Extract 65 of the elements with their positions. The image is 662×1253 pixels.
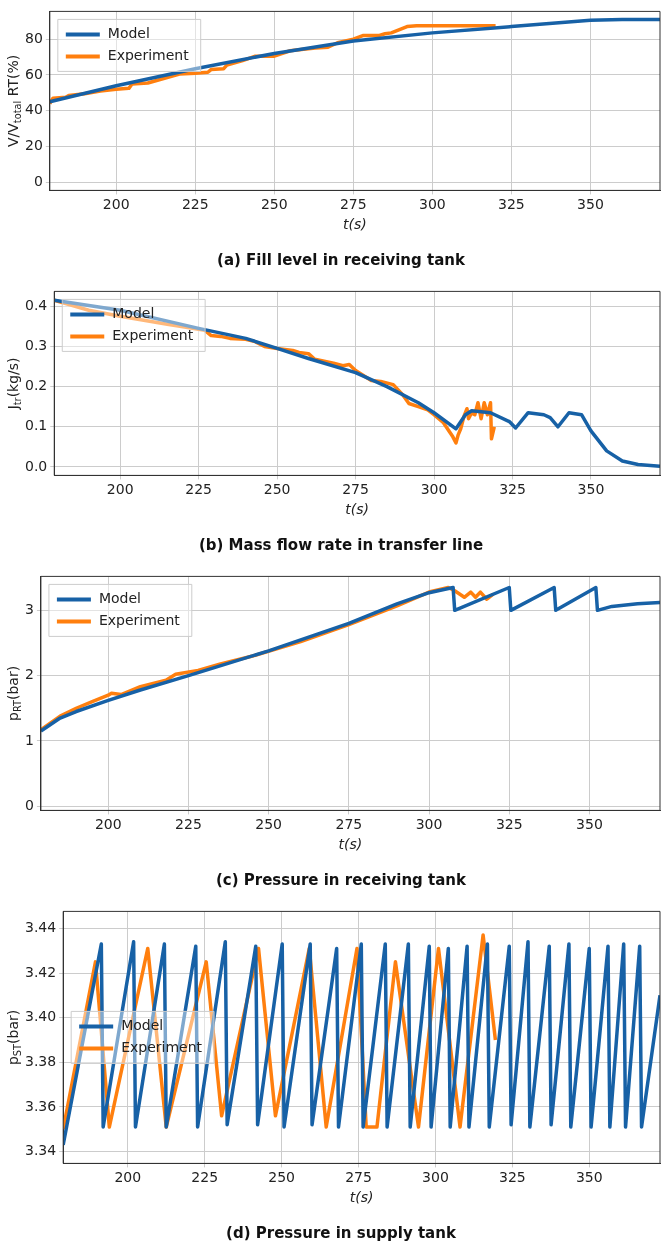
y-tick-label: 80 [24,29,43,46]
y-tick-label: 3.38 [25,1052,57,1069]
y-axis-title: pST(bar) [4,1009,23,1066]
y-tick-label: 3.34 [25,1142,57,1159]
x-tick-label: 225 [175,816,202,833]
x-tick-label: 300 [415,816,443,833]
x-tick-label: 250 [255,816,283,833]
y-tick-label: 40 [24,101,43,118]
y-axis-title: Jtr(kg/s) [4,357,23,411]
y-tick-label: 20 [24,137,43,154]
x-tick-label: 200 [106,481,134,498]
y-tick-label: 0.1 [25,417,48,434]
legend-label: Model [98,590,141,607]
x-axis-title: t(s) [345,501,369,518]
x-axis-title: t(s) [349,1189,374,1206]
legend-label: Experiment [112,327,194,344]
x-tick-label: 350 [577,481,605,498]
x-tick-label: 350 [575,1169,603,1186]
x-tick-label: 275 [335,816,363,833]
x-tick-label: 200 [102,196,130,213]
text: (c) Pressure in receiving tank [215,870,468,889]
y-tick-label: 3.42 [25,963,57,980]
x-tick-label: 200 [114,1169,142,1186]
y-tick-label: 0.3 [25,337,48,354]
x-tick-label: 275 [345,1169,372,1186]
y-axis-title: V/Vtotal RT(%) [4,54,23,148]
x-tick-label: 325 [495,816,523,833]
x-axis-title: t(s) [338,836,363,853]
y-tick-label: 0 [24,796,34,813]
y-tick-label: 3.44 [25,919,57,935]
y-tick-label: 3 [24,600,34,617]
x-tick-label: 350 [577,196,604,213]
y-axis-title: pRT(bar) [4,665,23,721]
x-tick-label: 200 [94,816,122,833]
legend-label: Model [107,25,150,42]
x-tick-label: 250 [260,196,288,213]
x-tick-label: 325 [498,1169,526,1186]
x-tick-label: 325 [498,196,525,213]
y-tick-label: 3.40 [25,1008,57,1025]
text: (a) Fill level in receiving tank [217,250,466,269]
x-tick-label: 225 [191,1169,219,1186]
x-tick-label: 300 [419,196,446,213]
text: (d) Pressure in supply tank [226,1223,457,1242]
legend-label: Experiment [107,47,190,64]
x-tick-label: 300 [422,1169,449,1186]
x-tick-label: 275 [339,196,367,213]
x-tick-label: 225 [181,196,209,213]
y-tick-label: 0.0 [25,457,48,474]
y-tick-label: 0 [33,172,43,189]
y-tick-label: 2 [24,666,34,683]
y-tick-label: 3.36 [25,1097,57,1114]
y-tick-label: 1 [24,731,34,748]
x-tick-label: 275 [342,481,369,498]
legend-label: Experiment [98,612,181,629]
x-tick-label: 300 [420,481,448,498]
y-tick-label: 0.4 [25,296,48,313]
x-tick-label: 225 [185,481,212,498]
y-tick-label: 0.2 [25,377,48,394]
x-tick-label: 250 [263,481,291,498]
x-axis-title: t(s) [343,216,367,233]
x-tick-label: 350 [576,816,603,833]
y-tick-label: 60 [24,65,43,82]
x-tick-label: 325 [499,481,526,498]
text: (b) Mass flow rate in transfer line [198,535,484,554]
x-tick-label: 250 [268,1169,295,1186]
